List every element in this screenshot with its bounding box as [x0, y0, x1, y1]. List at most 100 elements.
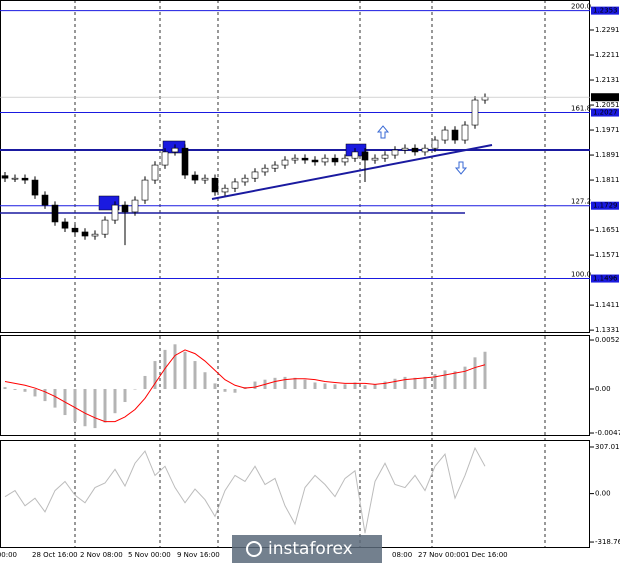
candle-body: [361, 151, 369, 161]
macd-bar: [143, 375, 147, 389]
y-tick-label: 1.1891: [595, 151, 620, 159]
candle-body: [291, 157, 299, 161]
y-tick-label: 0.00526: [595, 336, 620, 344]
signal-line: [4, 349, 486, 423]
y-tick-label: -318.767: [595, 538, 620, 546]
x-tick-label: ct 00:00: [0, 551, 17, 559]
y-tick-label: 1.2211: [595, 51, 620, 59]
macd-bar: [13, 388, 17, 390]
candle-body: [401, 147, 409, 151]
price-flag-label: 1.1496: [593, 275, 618, 283]
watermark-icon: [246, 541, 262, 557]
y-tick-label: 1.2051: [595, 101, 620, 109]
macd-bar: [83, 388, 87, 427]
y-tick-label: 1.2291: [595, 26, 620, 34]
candle-body: [481, 96, 489, 101]
macd-bar: [293, 377, 297, 389]
macd-bar: [323, 383, 327, 389]
macd-bar: [353, 382, 357, 389]
candle-body: [91, 233, 99, 237]
x-tick-label: 27 Nov 00:00: [418, 551, 465, 559]
macd-bar: [113, 388, 117, 414]
x-tick-label: 2 Nov 08:00: [80, 551, 123, 559]
candle-body: [141, 179, 149, 201]
candle-body: [121, 204, 129, 213]
candle-body: [411, 147, 419, 153]
candle-body: [61, 221, 69, 229]
macd-bar: [123, 388, 127, 403]
macd-bar: [103, 388, 107, 423]
macd-bar: [303, 379, 307, 389]
macd-bar: [383, 381, 387, 389]
candle-body: [471, 99, 479, 126]
macd-bar: [233, 388, 237, 393]
x-tick-label: 5 Nov 00:00: [128, 551, 171, 559]
macd-bar: [463, 366, 467, 389]
candle-body: [101, 219, 109, 235]
macd-bar: [93, 388, 97, 429]
candle-body: [231, 181, 239, 189]
macd-bar: [213, 383, 217, 389]
price-flag: [591, 108, 619, 117]
price-flag-label: 1.2027: [593, 109, 618, 117]
candle-body: [421, 147, 429, 153]
candle-body: [261, 167, 269, 173]
v-grid: [74, 0, 546, 548]
macd-bar: [423, 376, 427, 389]
candle-body: [81, 231, 89, 237]
price-flag: [591, 274, 619, 283]
macd-bar: [373, 384, 377, 389]
candle-body: [71, 227, 79, 233]
macd-bar: [283, 376, 287, 389]
candle-body: [451, 129, 459, 141]
candle-body: [41, 194, 49, 206]
up-arrow: [376, 125, 390, 139]
watermark-box: [232, 535, 382, 563]
candle-body: [371, 157, 379, 161]
candle-body: [431, 139, 439, 149]
candle-body: [391, 149, 399, 156]
y-tick-label: 1.1411: [595, 301, 620, 309]
macd-bar: [3, 387, 7, 389]
macd-bar: [23, 388, 27, 392]
level-label: 200.0: [571, 3, 591, 11]
macd-bar: [203, 372, 207, 389]
macd-bar: [163, 349, 167, 389]
trend-line: [211, 144, 493, 200]
macd-bar: [73, 388, 77, 422]
y-tick-label: 0.00: [595, 385, 611, 393]
candle-body: [161, 151, 169, 166]
level-label: 161.8: [571, 105, 591, 113]
candle-body: [21, 177, 29, 181]
macd-bar: [43, 388, 47, 402]
macd-bar: [183, 351, 187, 389]
candle-body: [51, 204, 59, 223]
y-tick-label: 1.1651: [595, 226, 620, 234]
candle-body: [151, 164, 159, 181]
candle-body: [441, 129, 449, 141]
candle-body: [241, 177, 249, 183]
macd-bar: [413, 377, 417, 389]
candle-body: [351, 151, 359, 159]
candle-body: [311, 159, 319, 163]
x-tick-label: 9 Nov 16:00: [177, 551, 220, 559]
macd-bar: [193, 361, 197, 389]
candle-body: [1, 175, 9, 179]
macd-bar: [173, 344, 177, 389]
candle-body: [191, 174, 199, 181]
candle-body: [131, 199, 139, 213]
macd-bar: [33, 388, 37, 397]
y-tick-label: 1.1571: [595, 251, 620, 259]
candle-body: [31, 179, 39, 196]
price-flag-label: 1.2353: [593, 7, 618, 15]
x-tick-label: 28 Oct 16:00: [32, 551, 78, 559]
macd-bar: [473, 357, 477, 389]
candle-body: [171, 147, 179, 153]
price-flag: [591, 6, 619, 15]
macd-bar: [393, 378, 397, 389]
macd-bar: [433, 374, 437, 389]
macd-bar: [253, 381, 257, 389]
macd-bar: [53, 388, 57, 408]
